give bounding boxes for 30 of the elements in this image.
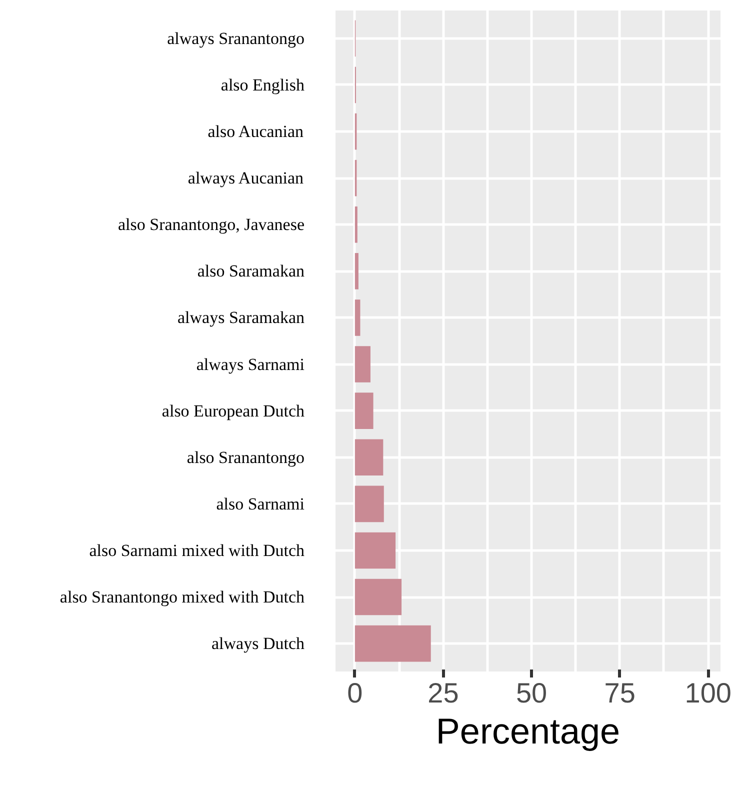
bar: [354, 253, 358, 290]
x-tick-label: 100: [684, 678, 732, 708]
y-tick-label: always Sranantongo: [167, 28, 305, 48]
x-tick-label: 0: [347, 678, 363, 708]
y-tick-label: always Aucanian: [188, 168, 304, 188]
bar: [354, 625, 431, 662]
y-tick-label: always Saramakan: [178, 308, 305, 328]
x-tick-label: 50: [516, 678, 548, 708]
y-tick-label: always Dutch: [212, 634, 305, 654]
x-tick-label: 75: [604, 678, 636, 708]
bar: [354, 532, 396, 569]
y-tick-label: also English: [220, 75, 305, 94]
bar: [354, 578, 402, 616]
y-tick-label: also Sarnami mixed with Dutch: [89, 540, 305, 560]
y-tick-label: also European Dutch: [162, 401, 305, 420]
y-tick-label: also Sranantongo, Javanese: [118, 215, 305, 234]
y-tick-label: also Sarnami: [216, 494, 305, 514]
y-tick-label: always Sarnami: [196, 354, 305, 374]
bar: [354, 300, 360, 336]
x-tick-label: 25: [428, 678, 459, 708]
bar: [354, 486, 384, 522]
bar: [354, 439, 384, 476]
y-tick-label: also Aucanian: [208, 122, 304, 142]
bar: [354, 346, 370, 382]
y-tick-label: also Sranantongo: [186, 448, 305, 467]
y-tick-label: also Sranantongo mixed with Dutch: [60, 588, 305, 607]
y-tick-label: also Saramakan: [197, 262, 305, 281]
bar: [354, 392, 374, 429]
bar: [354, 206, 358, 243]
x-axis-title: Percentage: [436, 710, 620, 752]
